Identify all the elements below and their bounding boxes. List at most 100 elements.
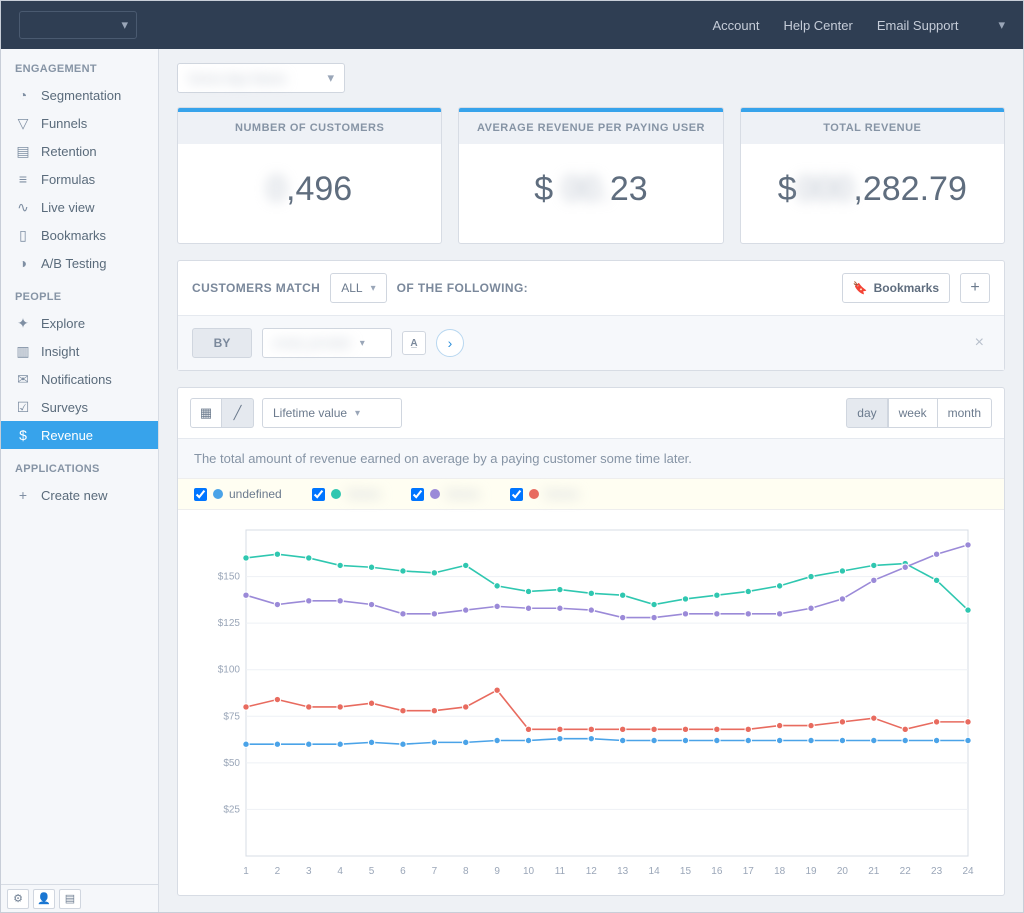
sidebar-item-label: Segmentation (41, 88, 121, 103)
gear-icon[interactable]: ⚙ (7, 889, 29, 909)
legend-item[interactable]: Series (312, 487, 381, 501)
svg-text:9: 9 (494, 866, 500, 877)
kpi-title: TOTAL REVENUE (741, 112, 1004, 144)
add-bookmark-button[interactable]: + (960, 273, 990, 303)
property-select[interactable]: email_provider▾ (262, 328, 392, 358)
svg-text:$125: $125 (218, 618, 241, 629)
view-grid-button[interactable]: ▦ (190, 398, 222, 428)
sidebar-item-bookmarks[interactable]: ▯Bookmarks (1, 221, 158, 249)
account-link[interactable]: Account (712, 18, 759, 33)
funnels-icon: ▽ (15, 115, 31, 131)
surveys-icon: ☑ (15, 399, 31, 415)
svg-text:15: 15 (680, 866, 692, 877)
svg-text:17: 17 (743, 866, 755, 877)
email-support-link[interactable]: Email Support (877, 18, 959, 33)
topbar: ▾ Account Help Center Email Support ▾ (1, 1, 1023, 49)
by-button[interactable]: BY (192, 328, 252, 358)
legend-color-dot (213, 489, 223, 499)
sidebar-item-segmentation[interactable]: ◔ Segmentation (1, 81, 158, 109)
svg-text:8: 8 (463, 866, 469, 877)
filter-panel: CUSTOMERS MATCH ALL▾ OF THE FOLLOWING: 🔖… (177, 260, 1005, 371)
sidebar-item-live-view[interactable]: ∿Live view (1, 193, 158, 221)
legend-color-dot (430, 489, 440, 499)
bookmarks-icon: ▯ (15, 227, 31, 243)
svg-text:19: 19 (805, 866, 817, 877)
svg-text:13: 13 (617, 866, 629, 877)
segmentation-icon: ◔ (15, 87, 31, 103)
text-format-badge[interactable]: A̲ (402, 331, 426, 355)
sidebar-item-label: Notifications (41, 372, 112, 387)
sidebar-item-label: Insight (41, 344, 79, 359)
svg-text:$50: $50 (223, 758, 240, 769)
period-day[interactable]: day (846, 398, 887, 428)
sidebar-item-retention[interactable]: ▤Retention (1, 137, 158, 165)
svg-text:$25: $25 (223, 804, 240, 815)
kpi-value: 0,496 (178, 144, 441, 243)
view-line-button[interactable]: ╱ (222, 398, 254, 428)
sidebar-item-formulas[interactable]: ≡Formulas (1, 165, 158, 193)
svg-text:18: 18 (774, 866, 786, 877)
svg-text:1: 1 (243, 866, 249, 877)
svg-text:14: 14 (649, 866, 661, 877)
sidebar-item-notifications[interactable]: ✉ Notifications (1, 365, 158, 393)
chevron-down-icon: ▾ (371, 283, 376, 294)
bookmarks-button[interactable]: 🔖 Bookmarks (842, 273, 950, 303)
sidebar-item-label: Live view (41, 200, 94, 215)
plus-icon: + (15, 487, 31, 503)
kpi-arppu: AVERAGE REVENUE PER PAYING USER $ 00.23 (458, 107, 723, 244)
legend-checkbox[interactable] (411, 488, 424, 501)
user-icon[interactable]: 👤 (33, 889, 55, 909)
kpi-customers: NUMBER OF CUSTOMERS 0,496 (177, 107, 442, 244)
topbar-more-icon[interactable]: ▾ (998, 17, 1005, 33)
legend-checkbox[interactable] (510, 488, 523, 501)
sidebar-bottombar: ⚙ 👤 ▤ (1, 884, 158, 912)
sidebar-item-explore[interactable]: ✦Explore (1, 309, 158, 337)
clipboard-icon[interactable]: ▤ (59, 889, 81, 909)
sidebar-item-a-b-testing[interactable]: ◑A/B Testing (1, 249, 158, 277)
chevron-down-icon: ▾ (327, 70, 334, 86)
period-month[interactable]: month (938, 398, 992, 428)
sidebar-section-people: PEOPLE (1, 277, 158, 309)
app-dropdown[interactable]: Some App Name ▾ (177, 63, 345, 93)
legend-color-dot (529, 489, 539, 499)
sidebar-item-surveys[interactable]: ☑Surveys (1, 393, 158, 421)
explore-icon: ✦ (15, 315, 31, 331)
chart-legend: undefined Series Series Series (178, 478, 1004, 510)
notifications-icon: ✉ (15, 371, 31, 387)
metric-select[interactable]: Lifetime value▾ (262, 398, 402, 428)
kpi-value: $ 00.23 (459, 144, 722, 243)
svg-text:21: 21 (868, 866, 880, 877)
sidebar-item-revenue[interactable]: $Revenue (1, 421, 158, 449)
project-dropdown[interactable]: ▾ (19, 11, 137, 39)
help-center-link[interactable]: Help Center (783, 18, 852, 33)
legend-label: Series (347, 487, 381, 501)
kpi-total: TOTAL REVENUE $000,282.79 (740, 107, 1005, 244)
line-chart: $25$50$75$100$125$1501234567891011121314… (188, 520, 988, 880)
period-week[interactable]: week (888, 398, 938, 428)
app-name: Some App Name (188, 71, 286, 86)
legend-item[interactable]: undefined (194, 487, 282, 501)
kpi-value: $000,282.79 (741, 144, 1004, 243)
match-label-left: CUSTOMERS MATCH (192, 281, 320, 295)
match-mode-select[interactable]: ALL▾ (330, 273, 386, 303)
sidebar-item-funnels[interactable]: ▽Funnels (1, 109, 158, 137)
sidebar: ENGAGEMENT ◔Segmentation▽Funnels▤Retenti… (1, 49, 159, 912)
legend-checkbox[interactable] (194, 488, 207, 501)
svg-text:16: 16 (711, 866, 723, 877)
chevron-down-icon: ▾ (121, 17, 128, 33)
run-filter-button[interactable]: › (436, 329, 464, 357)
svg-text:22: 22 (900, 866, 912, 877)
chart-panel: ▦ ╱ Lifetime value▾ day week month The t… (177, 387, 1005, 896)
legend-item[interactable]: Series (510, 487, 579, 501)
svg-text:$150: $150 (218, 572, 241, 583)
kpi-title: AVERAGE REVENUE PER PAYING USER (459, 112, 722, 144)
svg-text:3: 3 (306, 866, 312, 877)
close-filter-icon[interactable]: × (969, 334, 990, 352)
sidebar-item-insight[interactable]: ▥Insight (1, 337, 158, 365)
legend-item[interactable]: Series (411, 487, 480, 501)
sidebar-item-create-new[interactable]: + Create new (1, 481, 158, 509)
svg-text:20: 20 (837, 866, 849, 877)
svg-text:6: 6 (400, 866, 406, 877)
legend-label: undefined (229, 487, 282, 501)
legend-checkbox[interactable] (312, 488, 325, 501)
